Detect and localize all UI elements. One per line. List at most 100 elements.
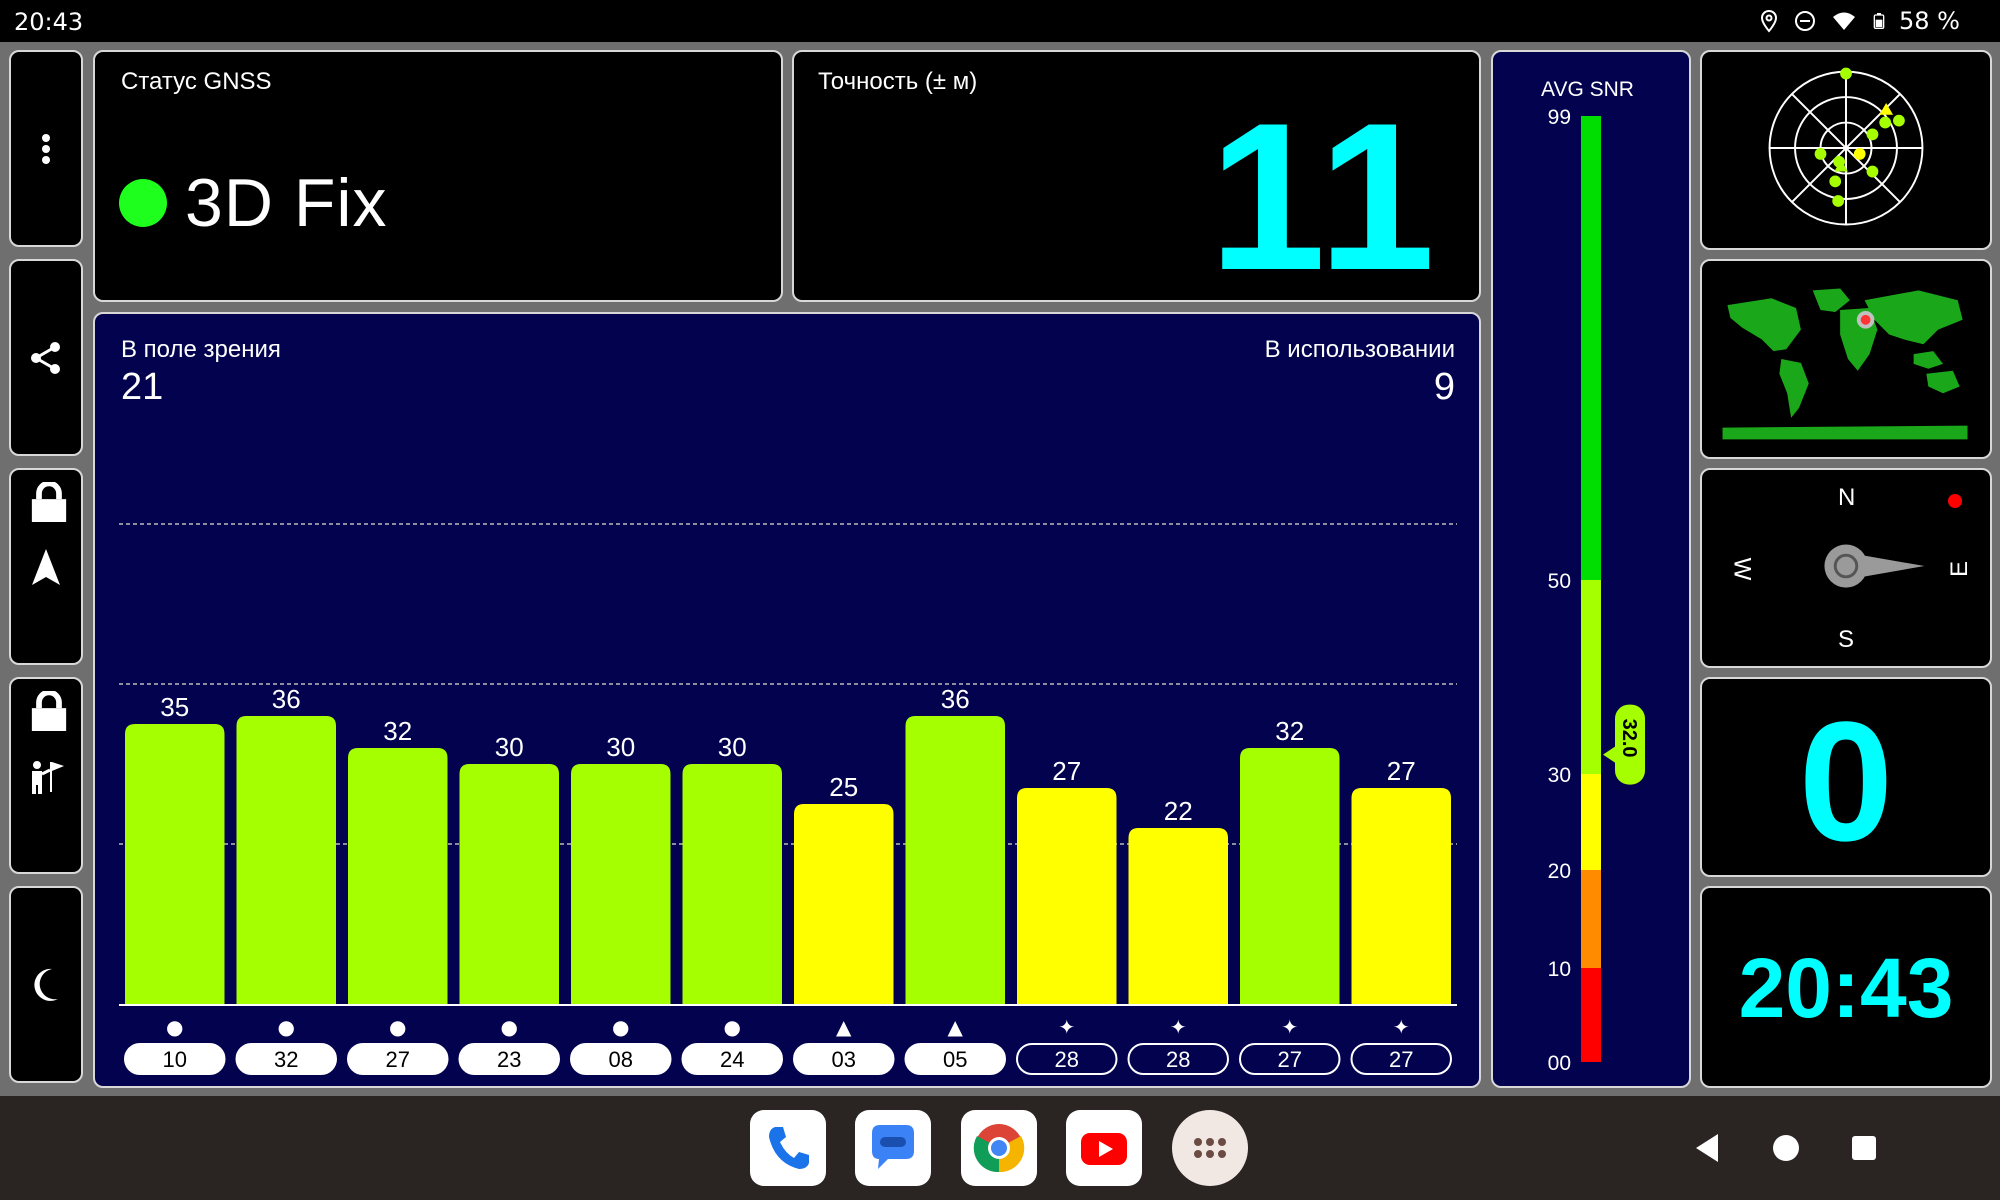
poi-button[interactable] xyxy=(9,677,83,874)
satellite-bar-value: 32 xyxy=(1275,716,1304,746)
satellite-bar xyxy=(459,764,559,1004)
compass-status-dot xyxy=(1948,494,1962,508)
app-drawer[interactable] xyxy=(1172,1110,1248,1186)
satellite-id-label: 27 xyxy=(1278,1047,1302,1072)
status-bar: 20:43 58 % xyxy=(0,0,2000,42)
navigation-icon xyxy=(32,548,60,585)
snr-avg-pointer xyxy=(1603,746,1615,763)
messages-app[interactable] xyxy=(855,1110,931,1186)
speed-panel[interactable]: 0 xyxy=(1700,677,1992,877)
share-button[interactable] xyxy=(9,259,83,456)
snr-gauge-segment xyxy=(1581,968,1601,1062)
satellite-id-label: 24 xyxy=(720,1047,744,1072)
gnss-status-panel[interactable]: Статус GNSS 3D Fix xyxy=(93,50,783,302)
satellite-id-label: 03 xyxy=(832,1047,856,1072)
chrome-app[interactable] xyxy=(961,1110,1037,1186)
satellite-id-label: 28 xyxy=(1055,1047,1079,1072)
battery-percent: 58 % xyxy=(1899,7,1960,35)
compass-needle-icon xyxy=(1824,544,1925,588)
satellite-bar-value: 27 xyxy=(1052,756,1081,786)
night-mode-button[interactable] xyxy=(9,886,83,1083)
location-icon xyxy=(1761,9,1778,33)
recents-button[interactable] xyxy=(1844,1128,1884,1168)
constellation-icon: ● xyxy=(278,1015,295,1039)
satellite-id-pill xyxy=(1016,1043,1118,1075)
snr-tick-label: 00 xyxy=(1548,1052,1571,1075)
snr-avg-bubble xyxy=(1615,704,1645,785)
dnd-icon xyxy=(1795,11,1816,31)
satellite-id-label: 27 xyxy=(386,1047,410,1072)
navigation-bar xyxy=(0,1096,2000,1200)
satellites-panel[interactable]: В поле зрения 21 В использовании 9 35 ● 10… xyxy=(93,312,1481,1088)
satellite-id-pill xyxy=(793,1043,895,1075)
satellite-id-pill xyxy=(681,1043,783,1075)
navigation-button[interactable] xyxy=(9,468,83,665)
constellation-icon: ✦ xyxy=(1170,1015,1187,1039)
constellation-icon: ● xyxy=(389,1015,406,1039)
skyplot-panel[interactable] xyxy=(1700,50,1992,250)
satellite-id-pill xyxy=(458,1043,560,1075)
satellite-id-pill xyxy=(124,1043,226,1075)
world-map-panel[interactable] xyxy=(1700,259,1992,459)
snr-tick-label: 99 xyxy=(1548,106,1571,129)
fix-status-text: 3D Fix xyxy=(185,165,388,241)
satellite-bar xyxy=(1017,788,1117,1004)
satellite-bar-value: 32 xyxy=(383,716,412,746)
satellite-bar-value: 30 xyxy=(495,732,524,762)
compass-panel[interactable]: N S W E xyxy=(1700,468,1992,668)
satellite-bar-value: 36 xyxy=(941,684,970,714)
satellite-bar-value: 35 xyxy=(160,692,189,722)
satellite-bar-value: 27 xyxy=(1387,756,1416,786)
satellite-bar xyxy=(794,804,894,1004)
gnss-status-label: Статус GNSS xyxy=(121,68,272,95)
youtube-app[interactable] xyxy=(1066,1110,1142,1186)
satellite-bar xyxy=(348,748,448,1004)
satellite-id-label: 23 xyxy=(497,1047,521,1072)
satellite-bar-value: 22 xyxy=(1164,796,1193,826)
snr-avg-value: 32.0 xyxy=(1618,719,1640,758)
in-view-count: 21 xyxy=(121,366,164,408)
satellite-bar xyxy=(1351,788,1451,1004)
clock-value: 20:43 xyxy=(1738,941,1954,1035)
snr-title: AVG SNR xyxy=(1541,78,1634,101)
satellite-bar xyxy=(1128,828,1228,1004)
satellite-id-pill xyxy=(1350,1043,1452,1075)
in-use-label: В использовании xyxy=(1264,336,1455,363)
phone-app[interactable] xyxy=(750,1110,826,1186)
fix-status-dot xyxy=(119,179,167,227)
fix-indicator: 3D Fix xyxy=(119,164,387,242)
constellation-icon: ✦ xyxy=(1058,1015,1075,1039)
status-icons: 58 % xyxy=(1757,6,1960,36)
lock-icon xyxy=(31,691,67,731)
snr-tick-label: 30 xyxy=(1548,764,1571,787)
satellite-id-pill xyxy=(347,1043,449,1075)
satellite-id-label: 28 xyxy=(1166,1047,1190,1072)
constellation-icon: ✦ xyxy=(1393,1015,1410,1039)
satellite-id-pill xyxy=(1239,1043,1341,1075)
satellite-bar xyxy=(125,724,225,1004)
satellite-bar xyxy=(1240,748,1340,1004)
home-button[interactable] xyxy=(1766,1128,1806,1168)
skyplot-icon xyxy=(1768,67,1924,226)
satellite-bar-value: 30 xyxy=(606,732,635,762)
satellite-id-pill xyxy=(904,1043,1006,1075)
accuracy-panel[interactable]: Точность (± м) 11 xyxy=(792,50,1481,302)
constellation-icon: ● xyxy=(612,1015,629,1039)
accuracy-label: Точность (± м) xyxy=(818,68,978,95)
snr-gauge-segment xyxy=(1581,774,1601,870)
wifi-icon xyxy=(1833,12,1856,30)
youtube-app-icon xyxy=(1081,1133,1127,1165)
messages-app-icon xyxy=(872,1125,914,1169)
in-view-label: В поле зрения xyxy=(121,336,281,363)
menu-button[interactable] xyxy=(9,50,83,247)
night-mode-icon xyxy=(34,968,58,1001)
constellation-icon: ● xyxy=(501,1015,518,1039)
menu-icon xyxy=(42,133,50,164)
battery-icon xyxy=(1873,13,1885,29)
back-button[interactable] xyxy=(1688,1128,1728,1168)
satellite-bar-value: 25 xyxy=(829,772,858,802)
snr-gauge-segment xyxy=(1581,870,1601,968)
satellite-id-pill xyxy=(235,1043,337,1075)
in-use-count: 9 xyxy=(1433,366,1455,408)
clock-panel[interactable]: 20:43 xyxy=(1700,886,1992,1088)
